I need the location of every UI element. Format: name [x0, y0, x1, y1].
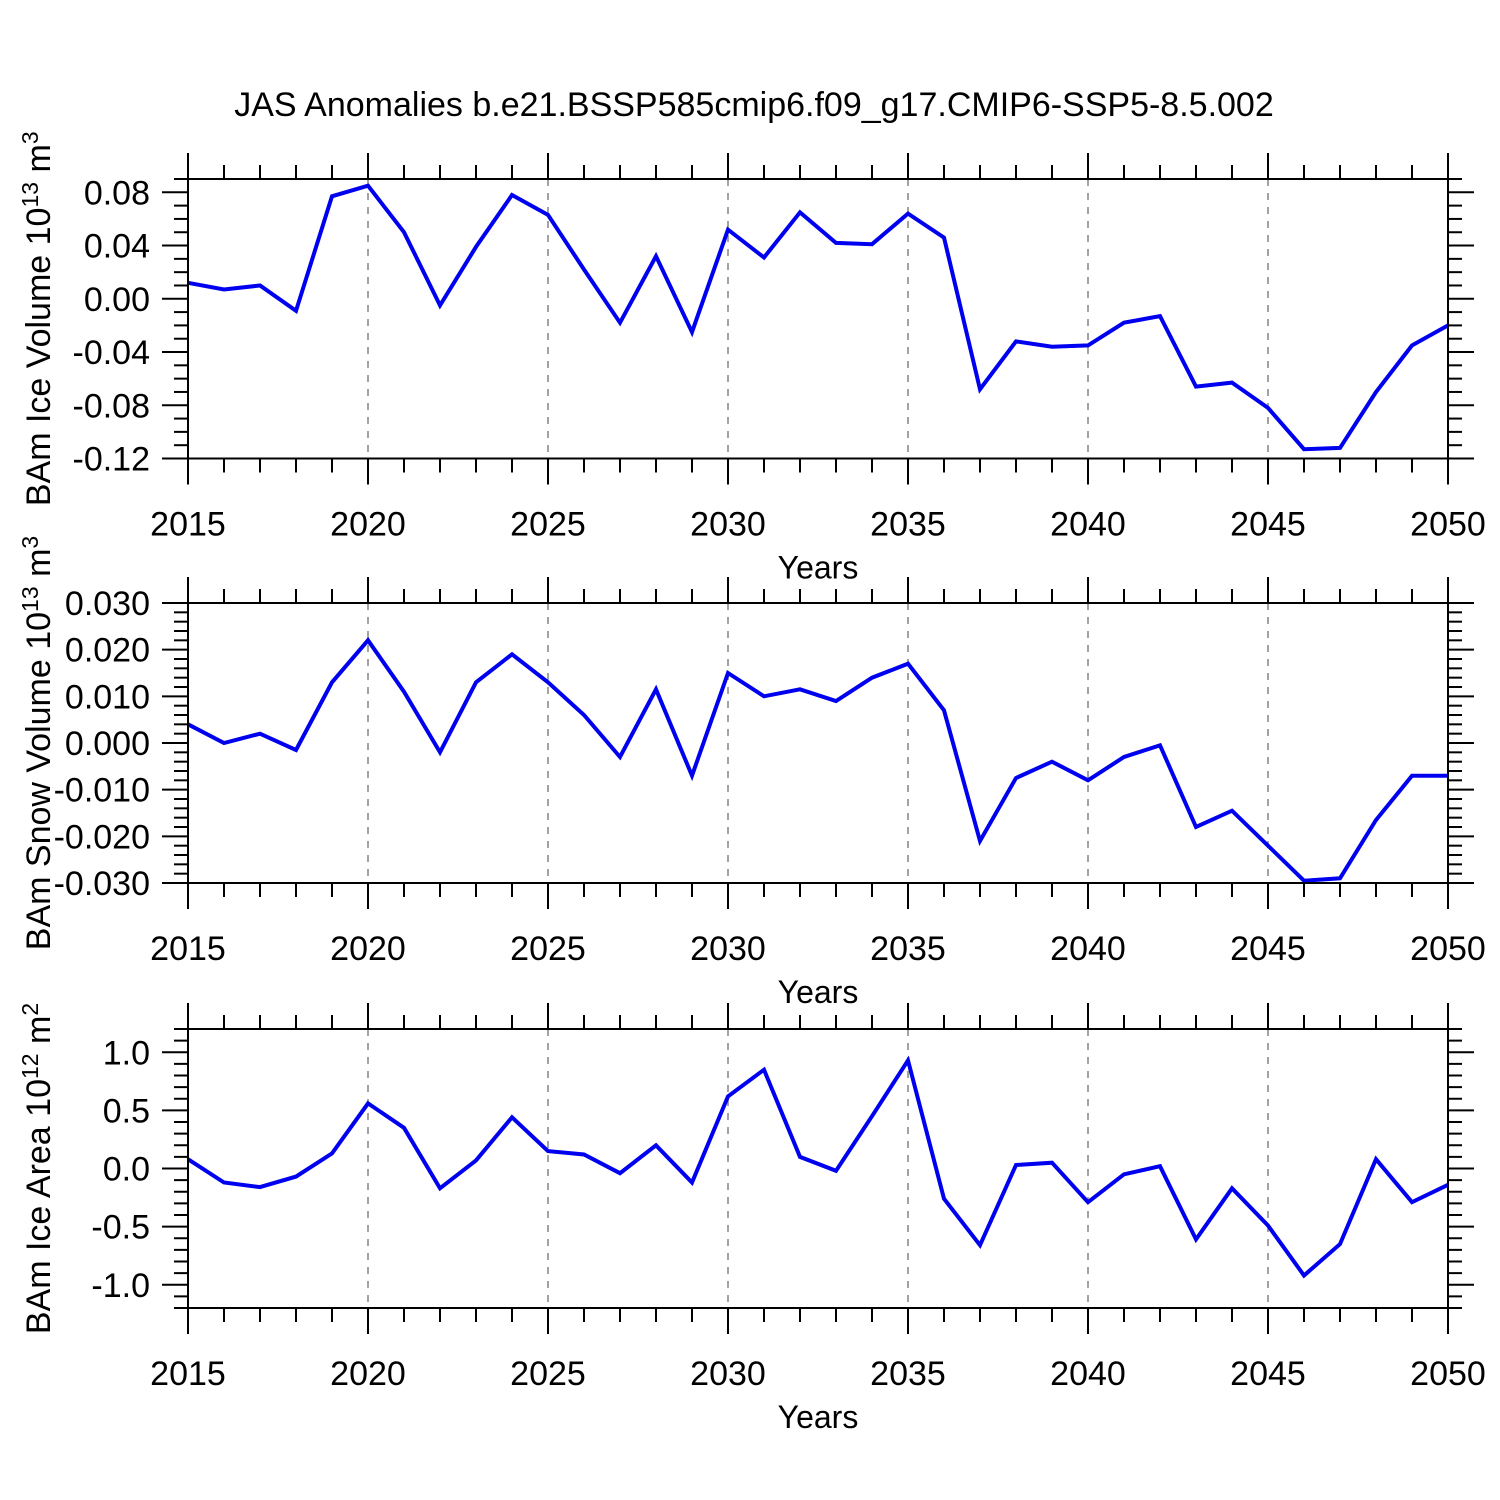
y-tick-label: -0.010 [54, 772, 150, 810]
y-tick-label: 0.000 [65, 725, 150, 763]
x-tick-label: 2035 [870, 1355, 946, 1393]
plot-frame [187, 1028, 1449, 1309]
y-tick-label: -1.0 [91, 1267, 150, 1305]
x-tick-label: 2040 [1050, 1355, 1126, 1393]
y-tick-label: -0.030 [54, 865, 150, 903]
y-tick-label: -0.020 [54, 818, 150, 856]
snow-volume-panel: 0.0300.0200.0100.000-0.010-0.020-0.03020… [17, 536, 1486, 1010]
x-tick-label: 2025 [510, 506, 586, 544]
y-tick-label: 0.00 [84, 281, 150, 319]
x-tick-label: 2015 [150, 930, 226, 968]
x-tick-label: 2040 [1050, 506, 1126, 544]
x-tick-label: 2020 [330, 930, 406, 968]
snow-volume-series-line [187, 637, 1448, 883]
x-tick-label: 2020 [330, 1355, 406, 1393]
y-tick-label: 0.5 [103, 1092, 150, 1130]
x-tick-label: 2030 [690, 930, 766, 968]
x-tick-label: 2015 [150, 1355, 226, 1393]
x-tick-label: 2025 [510, 1355, 586, 1393]
x-tick-label: 2045 [1230, 930, 1306, 968]
y-tick-label: 0.0 [103, 1151, 150, 1189]
y-tick-label: -0.08 [73, 387, 151, 425]
ice-volume-series-line [187, 183, 1449, 452]
plot-frame [187, 602, 1449, 884]
x-tick-label: 2025 [510, 930, 586, 968]
x-tick-label: 2035 [870, 930, 946, 968]
x-tick-label: 2035 [870, 506, 946, 544]
ice-volume-panel: 0.08 0.04 0.00 -0.04 -0.08 -0.12 2015 2020 2025 2… [17, 131, 1486, 585]
y-axis-title: BAm Ice Area 1012 m2 [17, 1003, 58, 1334]
x-tick-label: 2045 [1230, 1355, 1306, 1393]
y-tick-label: 0.020 [65, 632, 150, 670]
x-tick-label: 2030 [690, 506, 766, 544]
x-tick-label: 2020 [330, 506, 406, 544]
y-tick-label: -0.5 [91, 1209, 150, 1247]
ice-area-series-line [186, 1055, 1449, 1279]
x-tick-label: 2050 [1410, 930, 1486, 968]
y-tick-label: -0.12 [73, 441, 151, 479]
y-tick-label: -0.04 [73, 334, 151, 372]
x-tick-label: 2030 [690, 1355, 766, 1393]
x-tick-label: 2050 [1410, 506, 1486, 544]
x-tick-label: 2015 [150, 506, 226, 544]
x-axis-title: Years [778, 1399, 859, 1435]
y-tick-label: 0.030 [65, 585, 150, 623]
y-tick-label: 0.04 [84, 228, 150, 266]
y-tick-label: 1.0 [103, 1034, 150, 1072]
y-axis-title: BAm Ice Volume 1013 m3 [17, 131, 58, 506]
x-tick-label: 2040 [1050, 930, 1126, 968]
ice-area-panel: 1.0 0.5 0.0 -0.5 -1.0 2015 2020 2025 2030 2035 204… [17, 1003, 1486, 1435]
y-tick-label: 0.010 [65, 678, 150, 716]
y-axis-title: BAm Snow Volume 1013 m3 [17, 536, 58, 950]
x-axis-title: Years [778, 550, 859, 586]
x-tick-label: 2045 [1230, 506, 1306, 544]
plot-frame [187, 178, 1449, 460]
y-tick-label: 0.08 [84, 174, 150, 212]
x-axis-title: Years [778, 974, 859, 1010]
x-tick-label: 2050 [1410, 1355, 1486, 1393]
chart-title: JAS Anomalies b.e21.BSSP585cmip6.f09_g17… [234, 86, 1274, 124]
